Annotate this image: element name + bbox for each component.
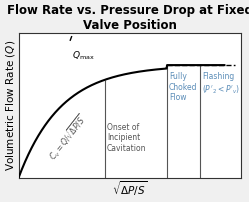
Y-axis label: Volumetric Flow Rate ($Q$): Volumetric Flow Rate ($Q$) (4, 40, 17, 171)
X-axis label: $\sqrt{\Delta P/S}$: $\sqrt{\Delta P/S}$ (112, 179, 147, 198)
Text: Flashing
$(P'_2 < P'_v)$: Flashing $(P'_2 < P'_v)$ (202, 72, 240, 96)
Text: Fully
Choked
Flow: Fully Choked Flow (169, 72, 197, 102)
Title: Flow Rate vs. Pressure Drop at Fixed
Valve Position: Flow Rate vs. Pressure Drop at Fixed Val… (7, 4, 249, 32)
Text: Onset of
Incipient
Cavitation: Onset of Incipient Cavitation (107, 123, 147, 153)
Text: $C_v = Q/\sqrt{\Delta P/S}$: $C_v = Q/\sqrt{\Delta P/S}$ (45, 112, 90, 163)
Text: $Q_{\mathrm{max}}$: $Q_{\mathrm{max}}$ (72, 50, 95, 62)
